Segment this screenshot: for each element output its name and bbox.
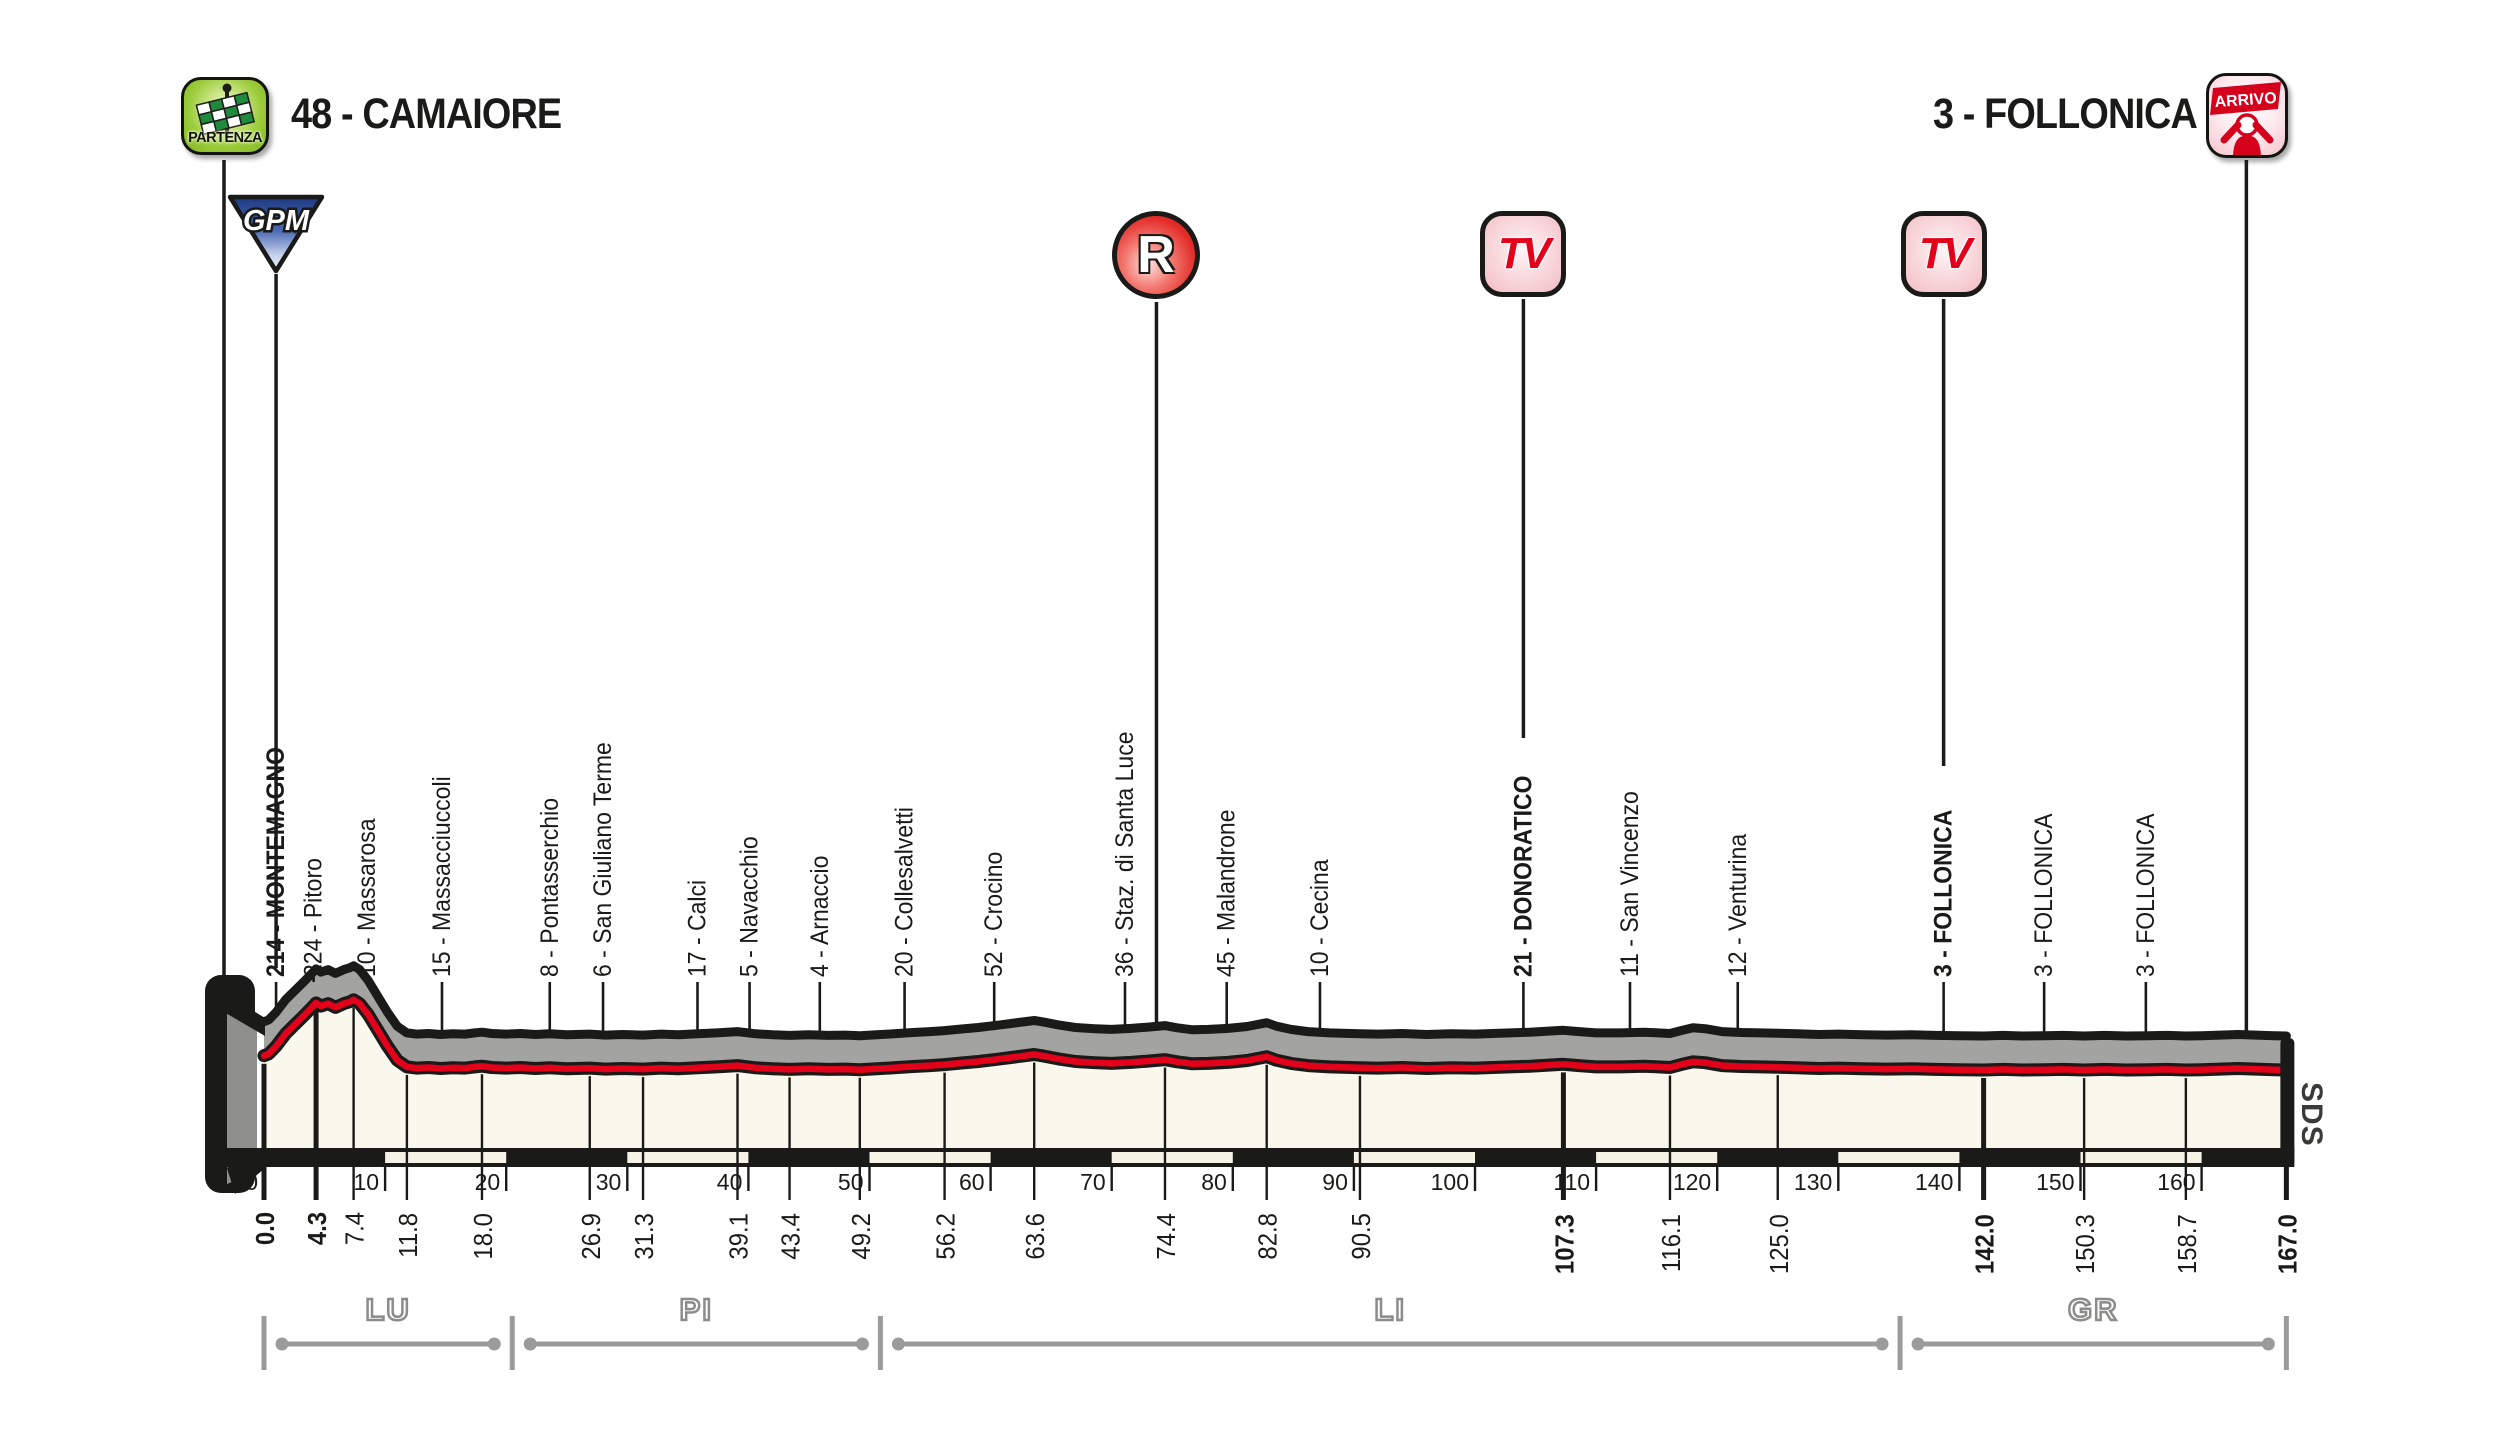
waypoint-label: 10 - Massarosa — [352, 818, 381, 977]
partenza-badge-label: PARTENZA — [188, 130, 262, 146]
waypoint-label: 15 - Massacciuccoli — [427, 776, 456, 977]
arrivo-finish-badge: ARRIVO — [2206, 73, 2288, 158]
waypoint-label: 21 - DONORATICO — [1509, 775, 1538, 977]
waypoint-label: 6 - San Giuliano Terme — [589, 742, 618, 977]
axis-scale-label: 140 — [1915, 1169, 1954, 1195]
km-distance-label: 142.0 — [1969, 1214, 2000, 1275]
km-distance-label: 0.0 — [250, 1211, 280, 1246]
axis-scale-label: 60 — [959, 1169, 985, 1195]
province-label: LU — [364, 1291, 411, 1329]
waypoint-label: 8 - Pontasserchio — [535, 798, 564, 977]
km-distance-label: 74.4 — [1150, 1213, 1181, 1260]
km-distance-label: 107.3 — [1549, 1214, 1580, 1275]
tv-zone-icon: TV — [1480, 211, 1566, 297]
axis-scale-label: 10 — [353, 1169, 380, 1195]
axis-scale-label: 100 — [1430, 1169, 1469, 1195]
km-distance-label: 26.9 — [575, 1213, 606, 1260]
checkered-flag-icon — [195, 83, 256, 138]
waypoint-label: 20 - Collesalvetti — [890, 806, 919, 977]
waypoint-label: 214 - MONTEMAGNO — [262, 746, 291, 977]
axis-scale-label: 50 — [837, 1169, 864, 1195]
km-distance-label: 4.3 — [302, 1211, 333, 1246]
km-distance-label: 11.8 — [392, 1212, 423, 1258]
arrivo-badge-label: ARRIVO — [2214, 90, 2277, 111]
km-distance-label: 82.8 — [1252, 1213, 1283, 1260]
axis-scale-label: 130 — [1793, 1169, 1833, 1195]
axis-scale-label: 90 — [1322, 1169, 1348, 1195]
refreshment-r-icon: R — [1112, 211, 1200, 299]
waypoint-label: 36 - Staz. di Santa Luce — [1110, 731, 1139, 977]
km-distance-label: 125.0 — [1763, 1214, 1794, 1275]
waypoint-label: 224 - Pitoro — [299, 858, 328, 977]
waypoint-label: 4 - Arnaccio — [805, 855, 834, 977]
km-distance-label: 150.3 — [2070, 1214, 2101, 1275]
gpm-badge-label: GPM — [243, 205, 310, 237]
km-distance-label: 63.6 — [1020, 1213, 1051, 1260]
km-distance-label: 90.5 — [1345, 1213, 1376, 1260]
km-distance-label: 39.1 — [723, 1213, 754, 1260]
km-distance-label: 18.0 — [467, 1213, 498, 1260]
province-label: PI — [678, 1291, 713, 1329]
km-distance-label: 7.4 — [339, 1211, 370, 1246]
waypoint-label: 10 - Cecina — [1305, 859, 1334, 977]
finish-town-title: 3 - FOLLONICA — [1933, 90, 2198, 138]
axis-scale-label: 0 — [245, 1169, 258, 1195]
province-label: GR — [2067, 1291, 2119, 1329]
axis-scale-label: 150 — [2036, 1169, 2075, 1195]
waypoint-label: 17 - Calci — [683, 879, 712, 977]
waypoint-label: 52 - Crocino — [980, 851, 1009, 977]
waypoint-label: 3 - FOLLONICA — [1929, 809, 1958, 977]
waypoint-label: 45 - Malandrone — [1212, 809, 1241, 977]
design-credit: SDS — [2295, 1082, 2328, 1147]
axis-scale-label: 40 — [716, 1169, 743, 1195]
km-distance-label: 43.4 — [775, 1213, 806, 1260]
axis-scale-label: 160 — [2157, 1169, 2196, 1195]
axis-scale-label: 120 — [1672, 1169, 1712, 1195]
partenza-start-badge: PARTENZA — [181, 77, 269, 155]
km-distance-label: 49.2 — [845, 1213, 876, 1260]
axis-scale-label: 80 — [1201, 1169, 1227, 1195]
start-town-title: 48 - CAMAIORE — [291, 90, 562, 138]
waypoint-label: 11 - San Vincenzo — [1615, 791, 1644, 977]
waypoint-label: 3 - FOLLONICA — [2131, 813, 2160, 977]
province-label: LI — [1373, 1291, 1406, 1329]
km-distance-label: 167.0 — [2272, 1214, 2303, 1275]
axis-scale-label: 20 — [474, 1169, 501, 1195]
km-distance-label: 116.1 — [1655, 1214, 1686, 1273]
tv-zone-icon: TV — [1901, 211, 1987, 297]
km-distance-label: 56.2 — [930, 1213, 961, 1260]
arrivo-cyclist-icon: ARRIVO — [2210, 82, 2281, 156]
waypoint-label: 5 - Navacchio — [735, 836, 764, 977]
gpm-climb-icon: GPM — [227, 194, 325, 274]
axis-scale-label: 70 — [1080, 1169, 1106, 1195]
waypoint-label: 3 - FOLLONICA — [2030, 813, 2059, 977]
axis-scale-label: 30 — [595, 1169, 622, 1195]
waypoint-label: 12 - Venturina — [1723, 833, 1752, 977]
km-distance-label: 31.3 — [629, 1213, 660, 1260]
km-distance-label: 158.7 — [2171, 1214, 2202, 1275]
axis-scale-label: 110 — [1553, 1169, 1591, 1195]
